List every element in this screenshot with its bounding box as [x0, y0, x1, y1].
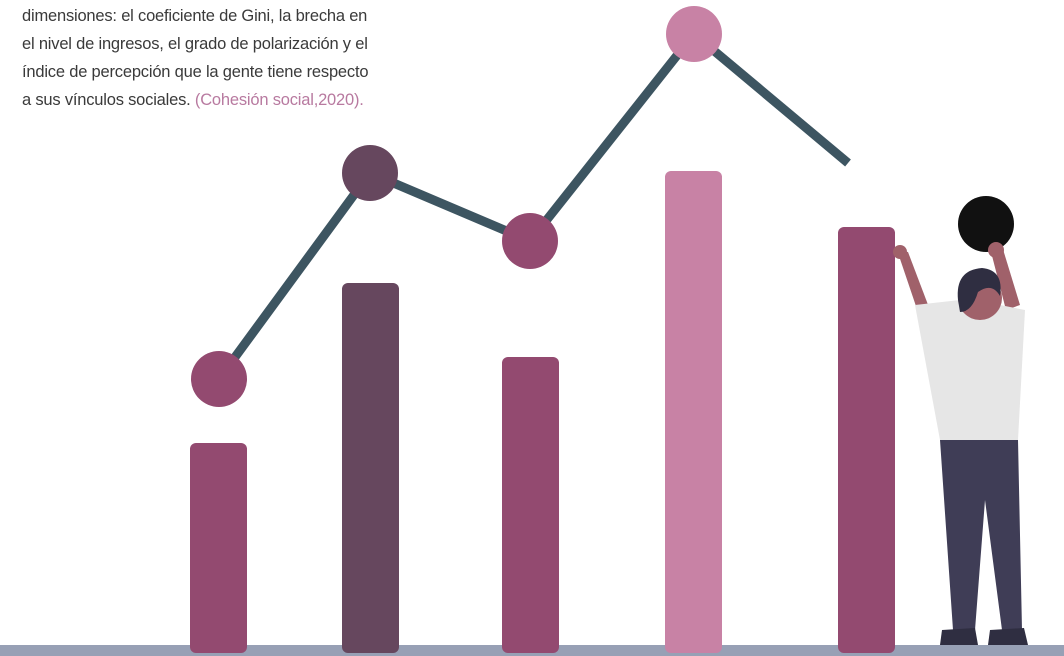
text-line: a sus vínculos sociales. (Cohesión socia… [22, 86, 502, 114]
point [191, 351, 247, 407]
shoe [988, 628, 1028, 645]
text-span: a sus vínculos sociales. [22, 91, 195, 109]
hand [893, 245, 907, 259]
arm [897, 250, 930, 318]
hand [988, 242, 1004, 258]
paragraph: dimensiones: el coeficiente de Gini, la … [22, 2, 502, 114]
arm [990, 246, 1020, 310]
point [342, 145, 398, 201]
ball [958, 196, 1014, 252]
text-line: índice de percepción que la gente tiene … [22, 63, 369, 81]
bar [838, 227, 895, 653]
text-line: dimensiones: el coeficiente de Gini, la … [22, 7, 368, 25]
citation: (Cohesión social,2020). [194, 91, 364, 109]
point [502, 213, 558, 269]
shoe [940, 628, 978, 645]
text-line: el nivel de ingresos, el grado de polari… [22, 35, 368, 53]
bar [502, 357, 559, 653]
shirt [915, 300, 1025, 440]
person [893, 196, 1028, 645]
bar [190, 443, 247, 653]
bar [665, 171, 722, 653]
pants [940, 440, 1022, 630]
bar [342, 283, 399, 653]
point [666, 6, 722, 62]
hair [957, 268, 1001, 312]
